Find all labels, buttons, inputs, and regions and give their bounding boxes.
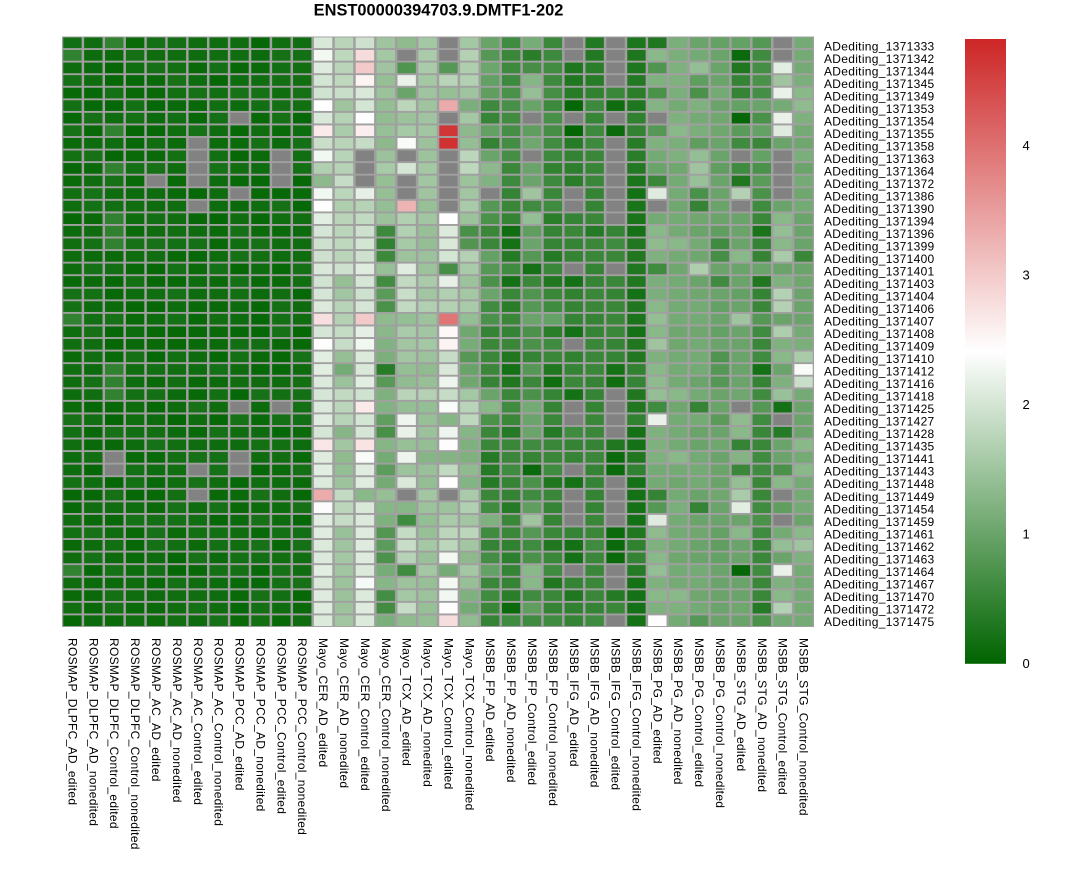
svg-text:ADediting_1371472: ADediting_1371472 [824, 602, 935, 616]
svg-text:MSBB_IFG_Control_edited: MSBB_IFG_Control_edited [609, 638, 623, 790]
svg-text:ADediting_1371401: ADediting_1371401 [824, 265, 935, 279]
svg-text:ADediting_1371464: ADediting_1371464 [824, 565, 935, 579]
svg-text:Mayo_TCX_AD_edited: Mayo_TCX_AD_edited [400, 638, 414, 766]
svg-text:ROSMAP_DLPFC_Control_nonedited: ROSMAP_DLPFC_Control_nonedited [128, 638, 142, 850]
svg-text:4: 4 [1023, 138, 1030, 153]
svg-text:ADediting_1371475: ADediting_1371475 [824, 615, 935, 629]
svg-text:MSBB_STG_AD_nonedited: MSBB_STG_AD_nonedited [755, 638, 769, 792]
svg-text:ADediting_1371353: ADediting_1371353 [824, 102, 935, 116]
svg-text:ADediting_1371372: ADediting_1371372 [824, 177, 935, 191]
svg-text:ADediting_1371463: ADediting_1371463 [824, 552, 935, 566]
svg-text:ADediting_1371403: ADediting_1371403 [824, 277, 935, 291]
svg-text:ADediting_1371418: ADediting_1371418 [824, 390, 935, 404]
svg-text:MSBB_FP_Control_edited: MSBB_FP_Control_edited [525, 638, 539, 785]
svg-text:Mayo_TCX_AD_nonedited: Mayo_TCX_AD_nonedited [421, 638, 435, 787]
svg-text:ADediting_1371363: ADediting_1371363 [824, 152, 935, 166]
svg-text:MSBB_STG_Control_edited: MSBB_STG_Control_edited [776, 638, 790, 795]
svg-text:ADediting_1371386: ADediting_1371386 [824, 190, 935, 204]
svg-text:ADediting_1371470: ADediting_1371470 [824, 590, 935, 604]
svg-text:MSBB_PG_AD_edited: MSBB_PG_AD_edited [650, 638, 664, 764]
svg-text:ROSMAP_DLPFC_Control_edited: ROSMAP_DLPFC_Control_edited [107, 638, 121, 829]
svg-text:MSBB_PG_AD_nonedited: MSBB_PG_AD_nonedited [671, 638, 685, 785]
svg-text:Mayo_CER_AD_nonedited: Mayo_CER_AD_nonedited [337, 638, 351, 788]
svg-text:ADediting_1371428: ADediting_1371428 [824, 427, 935, 441]
svg-text:ADediting_1371412: ADediting_1371412 [824, 365, 935, 379]
svg-text:ADediting_1371416: ADediting_1371416 [824, 377, 935, 391]
svg-text:ENST00000394703.9.DMTF1-202: ENST00000394703.9.DMTF1-202 [314, 2, 564, 20]
svg-text:1: 1 [1023, 527, 1030, 542]
svg-text:0: 0 [1023, 656, 1030, 671]
svg-text:ADediting_1371390: ADediting_1371390 [824, 202, 935, 216]
svg-text:ADediting_1371467: ADediting_1371467 [824, 577, 935, 591]
svg-text:Mayo_CER_AD_edited: Mayo_CER_AD_edited [316, 638, 330, 767]
svg-text:ADediting_1371427: ADediting_1371427 [824, 415, 935, 429]
svg-text:ADediting_1371449: ADediting_1371449 [824, 490, 935, 504]
svg-text:ROSMAP_AC_Control_edited: ROSMAP_AC_Control_edited [191, 638, 205, 805]
svg-text:Mayo_TCX_Control_nonedited: Mayo_TCX_Control_nonedited [462, 638, 476, 811]
svg-text:ADediting_1371364: ADediting_1371364 [824, 165, 935, 179]
svg-text:ADediting_1371461: ADediting_1371461 [824, 527, 935, 541]
svg-text:ROSMAP_PCC_AD_edited: ROSMAP_PCC_AD_edited [233, 638, 247, 791]
svg-text:MSBB_PG_Control_nonedited: MSBB_PG_Control_nonedited [713, 638, 727, 808]
svg-text:ADediting_1371358: ADediting_1371358 [824, 140, 935, 154]
svg-text:ROSMAP_DLPFC_AD_nonedited: ROSMAP_DLPFC_AD_nonedited [86, 638, 100, 826]
svg-text:ROSMAP_AC_Control_nonedited: ROSMAP_AC_Control_nonedited [212, 638, 226, 826]
svg-text:ADediting_1371448: ADediting_1371448 [824, 477, 935, 491]
svg-text:ADediting_1371425: ADediting_1371425 [824, 402, 935, 416]
svg-text:ADediting_1371406: ADediting_1371406 [824, 302, 935, 316]
svg-text:ADediting_1371400: ADediting_1371400 [824, 252, 935, 266]
svg-text:2: 2 [1023, 397, 1030, 412]
svg-text:ADediting_1371454: ADediting_1371454 [824, 502, 935, 516]
svg-text:ADediting_1371349: ADediting_1371349 [824, 89, 935, 103]
svg-text:ADediting_1371441: ADediting_1371441 [824, 452, 935, 466]
svg-text:MSBB_FP_AD_edited: MSBB_FP_AD_edited [483, 638, 497, 762]
svg-text:MSBB_FP_Control_nonedited: MSBB_FP_Control_nonedited [546, 638, 560, 806]
svg-text:ADediting_1371407: ADediting_1371407 [824, 315, 935, 329]
svg-text:ROSMAP_PCC_AD_nonedited: ROSMAP_PCC_AD_nonedited [253, 638, 267, 812]
svg-text:ADediting_1371410: ADediting_1371410 [824, 352, 935, 366]
svg-text:ADediting_1371399: ADediting_1371399 [824, 240, 935, 254]
svg-text:ROSMAP_AC_AD_edited: ROSMAP_AC_AD_edited [149, 638, 163, 782]
svg-text:ADediting_1371462: ADediting_1371462 [824, 540, 935, 554]
svg-text:ADediting_1371396: ADediting_1371396 [824, 227, 935, 241]
svg-text:MSBB_PG_Control_edited: MSBB_PG_Control_edited [692, 638, 706, 787]
svg-text:ROSMAP_PCC_Control_nonedited: ROSMAP_PCC_Control_nonedited [295, 638, 309, 835]
svg-text:ADediting_1371409: ADediting_1371409 [824, 340, 935, 354]
svg-text:ADediting_1371342: ADediting_1371342 [824, 52, 935, 66]
svg-text:Mayo_CER_Control_nonedited: Mayo_CER_Control_nonedited [379, 638, 393, 812]
svg-text:ADediting_1371344: ADediting_1371344 [824, 64, 935, 78]
svg-text:ROSMAP_PCC_Control_edited: ROSMAP_PCC_Control_edited [274, 638, 288, 814]
svg-text:ADediting_1371459: ADediting_1371459 [824, 515, 935, 529]
svg-text:ADediting_1371404: ADediting_1371404 [824, 290, 935, 304]
svg-text:MSBB_FP_AD_nonedited: MSBB_FP_AD_nonedited [504, 638, 518, 783]
svg-text:ADediting_1371443: ADediting_1371443 [824, 465, 935, 479]
svg-text:Mayo_TCX_Control_edited: Mayo_TCX_Control_edited [441, 638, 455, 790]
svg-text:ROSMAP_DLPFC_AD_edited: ROSMAP_DLPFC_AD_edited [65, 638, 79, 805]
svg-text:3: 3 [1023, 268, 1030, 283]
svg-text:ADediting_1371354: ADediting_1371354 [824, 115, 935, 129]
svg-text:Mayo_CER_Control_edited: Mayo_CER_Control_edited [358, 638, 372, 791]
svg-text:ADediting_1371345: ADediting_1371345 [824, 77, 935, 91]
svg-text:ADediting_1371435: ADediting_1371435 [824, 440, 935, 454]
svg-text:ADediting_1371394: ADediting_1371394 [824, 215, 935, 229]
svg-text:MSBB_STG_AD_edited: MSBB_STG_AD_edited [734, 638, 748, 771]
svg-text:ROSMAP_AC_AD_nonedited: ROSMAP_AC_AD_nonedited [170, 638, 184, 803]
svg-text:MSBB_STG_Control_nonedited: MSBB_STG_Control_nonedited [797, 638, 811, 816]
svg-text:MSBB_IFG_AD_edited: MSBB_IFG_AD_edited [567, 638, 581, 767]
svg-text:MSBB_IFG_AD_nonedited: MSBB_IFG_AD_nonedited [588, 638, 602, 788]
svg-text:ADediting_1371355: ADediting_1371355 [824, 127, 935, 141]
svg-text:ADediting_1371408: ADediting_1371408 [824, 327, 935, 341]
svg-text:MSBB_IFG_Control_nonedited: MSBB_IFG_Control_nonedited [629, 638, 643, 811]
svg-text:ADediting_1371333: ADediting_1371333 [824, 39, 935, 53]
